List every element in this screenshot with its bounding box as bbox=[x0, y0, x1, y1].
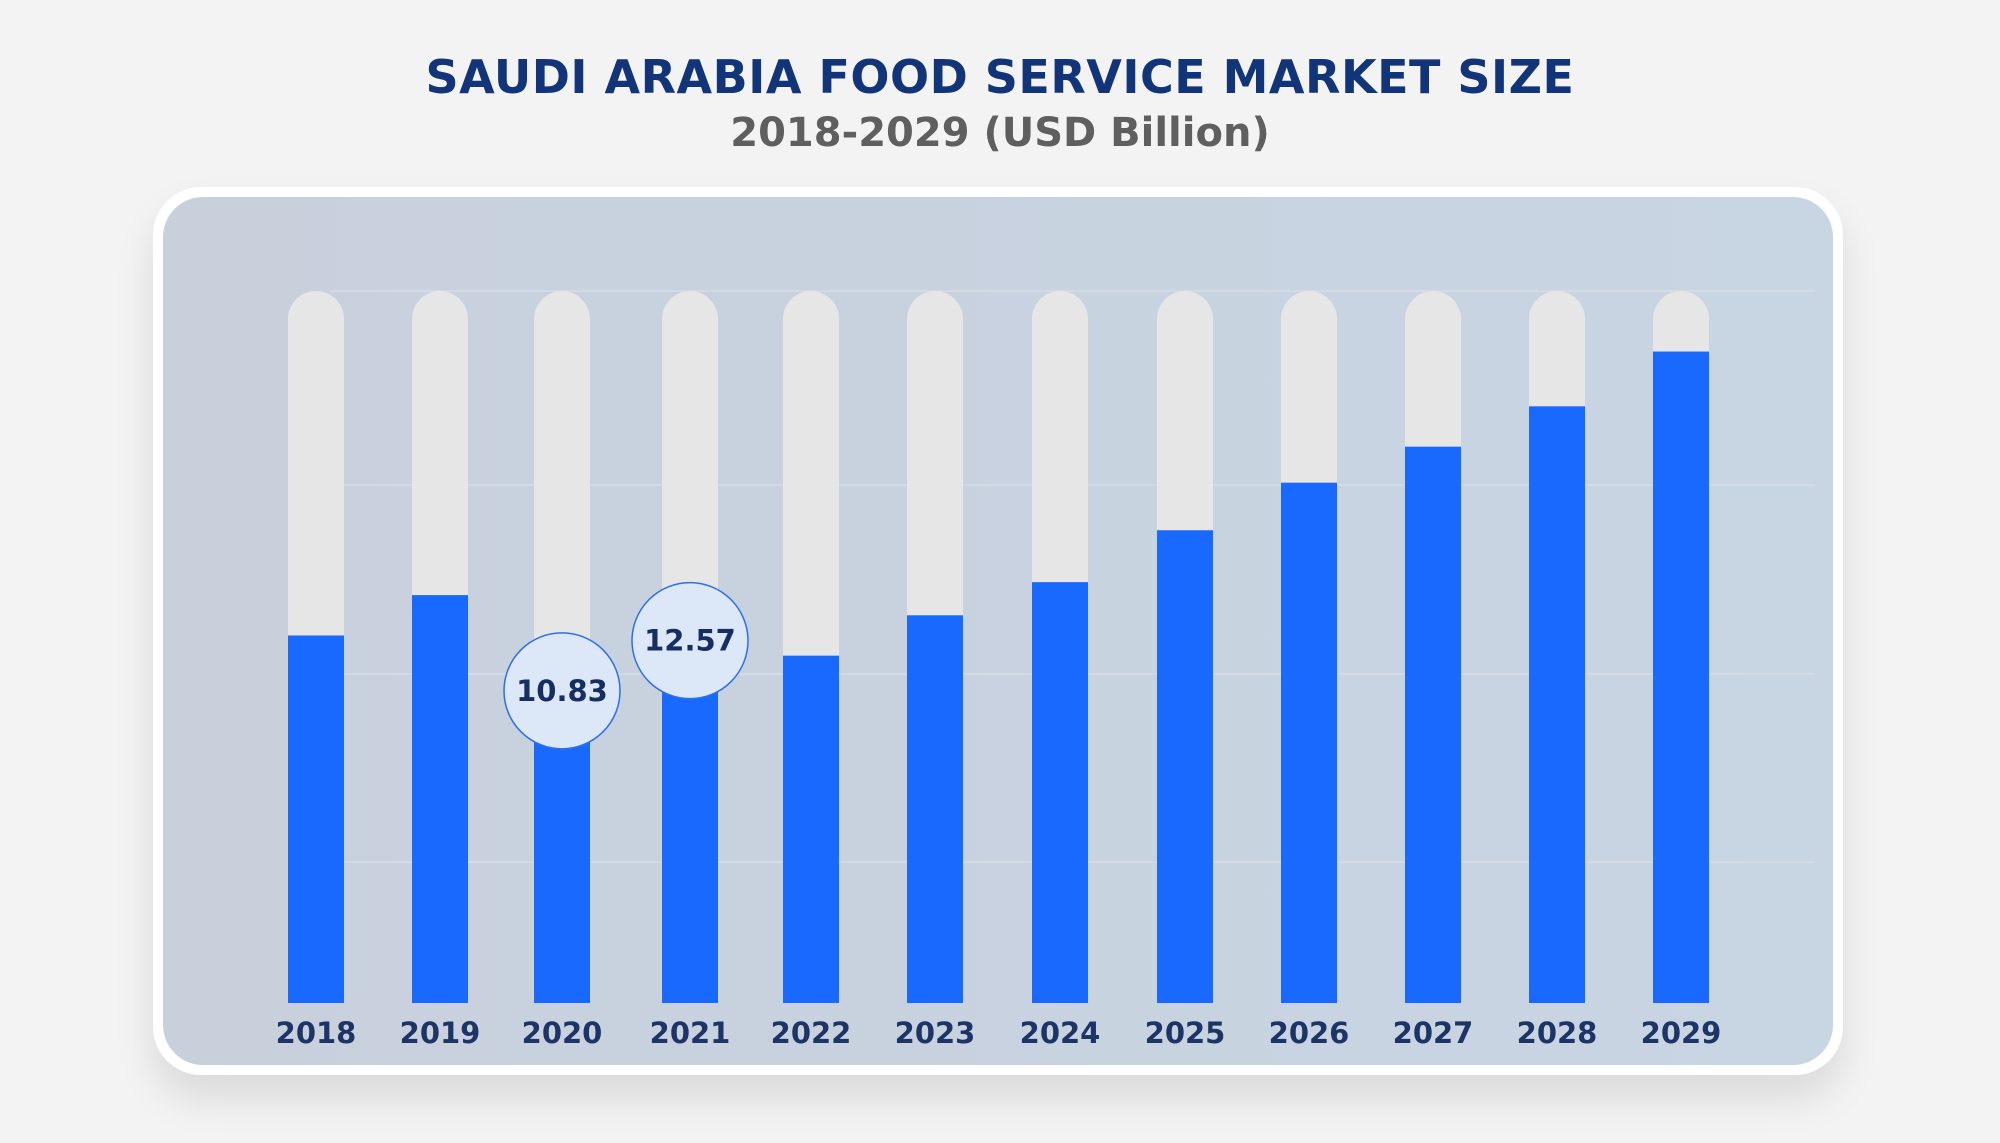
x-tick-label-2027: 2027 bbox=[1393, 1016, 1474, 1050]
data-label-2020: 10.83 bbox=[516, 674, 608, 708]
x-tick-label-2028: 2028 bbox=[1517, 1016, 1598, 1050]
chart-subtitle: 2018-2029 (USD Billion) bbox=[730, 110, 1270, 156]
bar-2023 bbox=[907, 615, 963, 1003]
bar-2022 bbox=[783, 655, 839, 1003]
x-tick-label-2023: 2023 bbox=[895, 1016, 976, 1050]
bar-2024 bbox=[1032, 582, 1088, 1003]
bar-2021 bbox=[662, 640, 718, 1003]
x-tick-label-2025: 2025 bbox=[1145, 1016, 1226, 1050]
bar-2025 bbox=[1157, 530, 1213, 1003]
chart-title: SAUDI ARABIA FOOD SERVICE MARKET SIZE bbox=[425, 50, 1575, 104]
x-tick-label-2024: 2024 bbox=[1020, 1016, 1101, 1050]
bar-2029 bbox=[1653, 351, 1709, 1003]
x-tick-label-2026: 2026 bbox=[1269, 1016, 1350, 1050]
data-label-bubble-2020 bbox=[503, 632, 621, 750]
x-tick-label-2018: 2018 bbox=[276, 1016, 357, 1050]
x-tick-label-2019: 2019 bbox=[400, 1016, 481, 1050]
bar-2026 bbox=[1281, 482, 1337, 1003]
bar-2028 bbox=[1529, 406, 1585, 1003]
data-label-bubble-2021 bbox=[631, 581, 749, 700]
x-tick-label-2029: 2029 bbox=[1641, 1016, 1722, 1050]
bar-2019 bbox=[412, 595, 468, 1003]
data-label-2021: 12.57 bbox=[644, 624, 736, 658]
x-tick-label-2021: 2021 bbox=[650, 1016, 731, 1050]
x-tick-label-2022: 2022 bbox=[771, 1016, 852, 1050]
bar-2027 bbox=[1405, 446, 1461, 1003]
bar-2018 bbox=[288, 635, 344, 1003]
x-tick-label-2020: 2020 bbox=[522, 1016, 603, 1050]
